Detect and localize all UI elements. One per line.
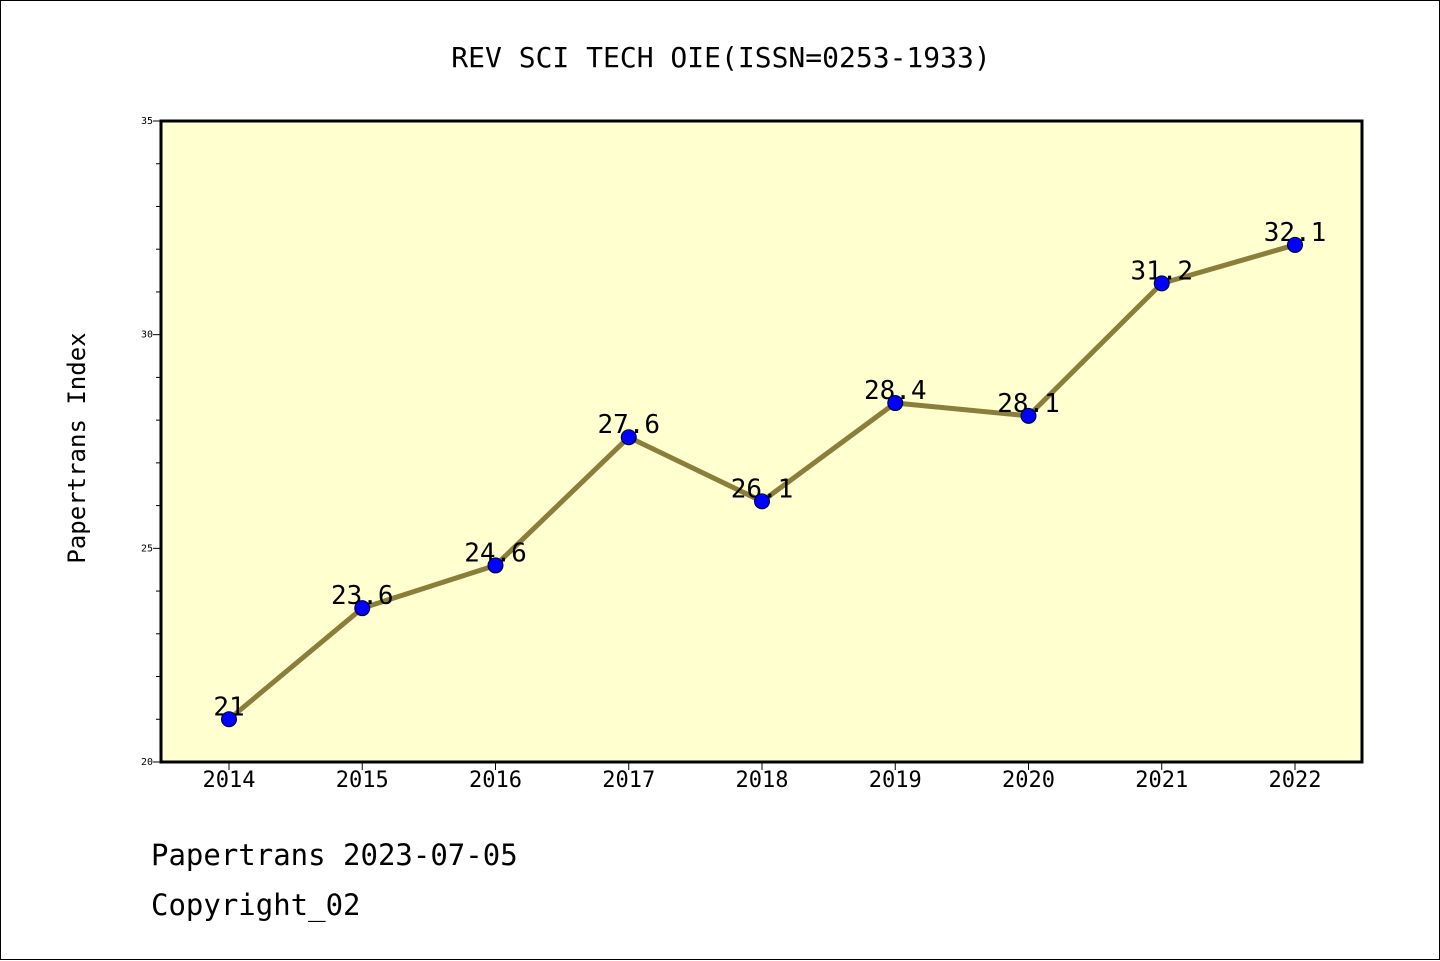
- footer-copyright: Copyright_02: [151, 888, 361, 923]
- y-tick-label: 35: [141, 116, 153, 127]
- x-tick-label: 2015: [336, 768, 389, 793]
- x-tick-label: 2022: [1269, 768, 1322, 793]
- footer-date: Papertrans 2023-07-05: [151, 838, 518, 872]
- data-point: [620, 429, 637, 446]
- x-tick-label: 2021: [1135, 768, 1188, 793]
- y-tick-label: 30: [141, 330, 153, 341]
- data-point: [887, 395, 904, 412]
- chart-title: REV SCI TECH OIE(ISSN=0253-1933): [451, 41, 990, 74]
- y-tick-label: 25: [141, 543, 153, 554]
- x-tick-label: 2016: [469, 768, 522, 793]
- plot-area: [159, 119, 1364, 764]
- x-tick-label: 2019: [869, 768, 922, 793]
- data-point: [754, 493, 770, 510]
- y-axis-label: Papertrans Index: [63, 332, 91, 563]
- axis-ticks: 20 25 30 35 2014 2015 2016 2017 2018 2019 2020 2021…: [141, 116, 1322, 793]
- y-tick-label: 20: [141, 757, 153, 768]
- data-point: [1020, 407, 1037, 424]
- x-tick-label: 2017: [602, 768, 655, 793]
- data-point: [487, 557, 504, 574]
- data-point: [221, 711, 237, 728]
- data-point: [1153, 275, 1170, 292]
- x-tick-label: 2018: [736, 768, 789, 793]
- x-tick-label: 2020: [1002, 768, 1055, 793]
- data-point: [1287, 236, 1303, 253]
- data-point: [354, 600, 371, 617]
- x-tick-label: 2014: [203, 768, 256, 793]
